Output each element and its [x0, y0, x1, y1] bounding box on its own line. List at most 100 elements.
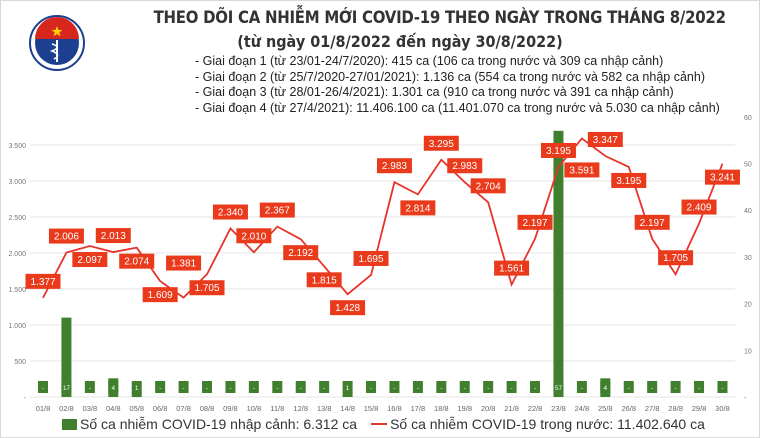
left-axis-tick: 3.000: [8, 179, 26, 186]
bar-data-label: 17: [63, 385, 71, 392]
left-axis-tick: 2.500: [8, 215, 26, 222]
line-data-label: 3.195: [616, 176, 641, 187]
phase-1: - Giai đoạn 1 (từ 23/01-24/7/2020): 415 …: [195, 54, 664, 68]
line-data-label: 2.983: [382, 161, 407, 172]
bar-data-label: -: [42, 385, 44, 392]
bar-data-label: -: [721, 385, 723, 392]
left-axis-tick: 3.500: [8, 143, 26, 150]
bar-data-label: -: [675, 385, 677, 392]
bar-data-label-box: [248, 381, 259, 393]
line-data-label-box: [447, 158, 483, 174]
bar-data-label-box: [483, 381, 494, 393]
line-data-label: 3.295: [429, 139, 454, 150]
chart-subtitle: (từ ngày 01/8/2022 đến ngày 30/8/2022): [237, 32, 563, 51]
bar-data-label-box: [84, 381, 95, 393]
bar-data-label: -: [370, 385, 372, 392]
bar-data-label: 4: [604, 385, 608, 392]
line-data-label-box: [658, 250, 694, 266]
bar-data-label-box: [61, 381, 72, 393]
bar-data-label: -: [159, 385, 161, 392]
line-data-label: 2.197: [640, 218, 665, 229]
bar-data-label: -: [276, 385, 278, 392]
bar-data-label: 4: [111, 385, 115, 392]
legend: Số ca nhiễm COVID-19 nhập cảnh: 6.312 ca…: [62, 416, 705, 432]
line-data-label-box: [681, 199, 717, 215]
x-axis-tick: 08/8: [200, 404, 215, 413]
x-axis-tick: 01/8: [36, 404, 51, 413]
bar-data-label: -: [440, 385, 442, 392]
bar-data-label: -: [581, 385, 583, 392]
x-axis-tick: 05/8: [129, 404, 144, 413]
line-data-label-box: [564, 162, 600, 178]
line-data-label-box: [353, 250, 389, 266]
bar-data-label-box: [202, 381, 213, 393]
x-axis-tick: 02/8: [59, 404, 74, 413]
legend-line-swatch: [371, 423, 388, 425]
bar-data-label: -: [511, 385, 513, 392]
bar-data-label-box: [366, 381, 377, 393]
line-data-label-box: [494, 260, 530, 276]
line-data-label-box: [119, 253, 155, 269]
bar-data-label-box: [155, 381, 166, 393]
line-data-label: 3.347: [593, 135, 618, 146]
right-axis-tick: -: [744, 395, 747, 402]
line-data-label: 2.340: [218, 208, 243, 219]
line-data-label: 2.010: [241, 231, 266, 242]
x-axis-tick: 06/8: [153, 404, 168, 413]
line-data-label: 1.377: [30, 277, 55, 288]
x-axis-tick: 29/8: [692, 404, 707, 413]
bar-data-label-box: [131, 381, 142, 393]
right-axis-tick: 10: [744, 348, 752, 355]
line-data-label-box: [25, 273, 61, 289]
legend-imported: Số ca nhiễm COVID-19 nhập cảnh: 6.312 ca: [80, 416, 358, 432]
bar-data-label: 57: [555, 385, 563, 392]
bar-data-label: -: [417, 385, 419, 392]
bar-imported: [61, 317, 72, 397]
bar-imported: [342, 392, 353, 397]
bar-data-label: 1: [346, 385, 350, 392]
line-data-label: 2.192: [288, 248, 313, 259]
bar-data-label: -: [206, 385, 208, 392]
line-data-label: 2.097: [77, 255, 102, 266]
right-axis-tick: 30: [744, 255, 752, 262]
bar-data-label-box: [342, 381, 353, 393]
right-axis-tick: 50: [744, 162, 752, 169]
ministry-of-health-logo: [29, 15, 85, 71]
line-data-label: 2.814: [405, 203, 430, 214]
line-data-label-box: [587, 132, 623, 148]
line-data-label: 2.197: [523, 218, 548, 229]
left-axis-tick: 1.500: [8, 287, 26, 294]
line-data-label-box: [470, 178, 506, 194]
bar-data-label-box: [178, 381, 189, 393]
bar-data-label-box: [319, 381, 330, 393]
x-axis-tick: 18/8: [434, 404, 449, 413]
x-axis-tick: 13/8: [317, 404, 332, 413]
x-axis-tick: 22/8: [528, 404, 543, 413]
line-data-label-box: [704, 169, 740, 185]
bar-data-label-box: [436, 381, 447, 393]
legend-bar-swatch: [62, 418, 77, 430]
bar-data-label: -: [229, 385, 231, 392]
x-axis-tick: 30/8: [715, 404, 730, 413]
x-axis-tick: 03/8: [83, 404, 98, 413]
x-axis-tick: 21/8: [504, 404, 519, 413]
phase-3: - Giai đoạn 3 (từ 28/01-26/4/2021): 1.30…: [195, 85, 674, 99]
line-data-label-box: [236, 228, 272, 244]
x-axis-tick: 15/8: [364, 404, 379, 413]
bar-data-label-box: [389, 381, 400, 393]
x-axis-tick: 19/8: [457, 404, 472, 413]
bar-data-label: -: [89, 385, 91, 392]
line-data-label-box: [189, 280, 225, 296]
bar-data-label: -: [651, 385, 653, 392]
x-axis-tick: 28/8: [668, 404, 683, 413]
bar-data-label: -: [534, 385, 536, 392]
line-data-label: 2.074: [124, 257, 149, 268]
line-data-label: 1.561: [499, 264, 524, 275]
x-axis-tick: 26/8: [621, 404, 636, 413]
bar-data-label: -: [698, 385, 700, 392]
bar-data-label-box: [272, 381, 283, 393]
bar-data-label-box: [225, 381, 236, 393]
line-data-label: 3.195: [546, 146, 571, 157]
phase-2: - Giai đoạn 2 (từ 25/7/2020-27/01/2021):…: [195, 69, 705, 84]
